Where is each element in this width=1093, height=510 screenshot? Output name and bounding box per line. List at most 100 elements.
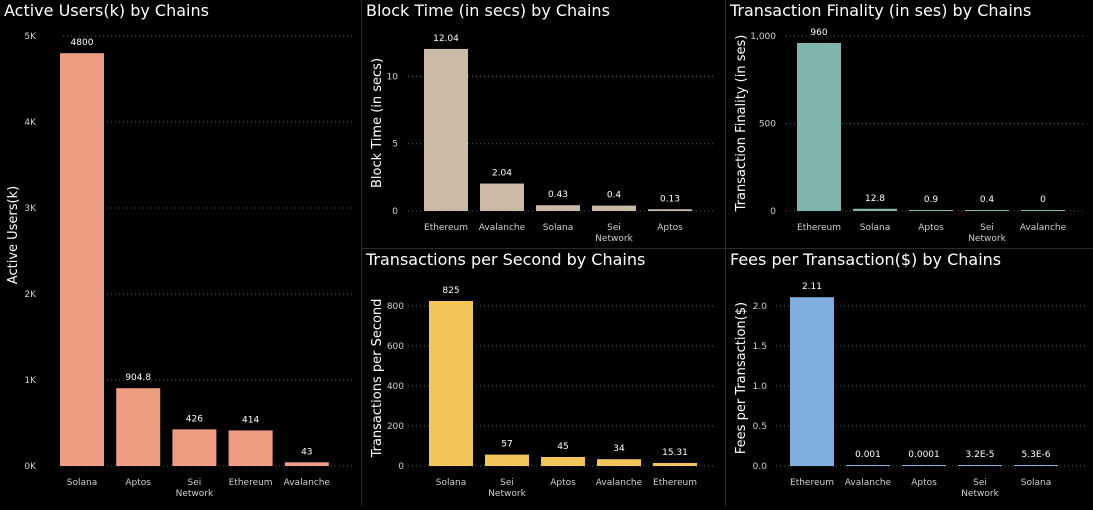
data-label: 2.11 xyxy=(802,282,822,292)
chart-title: Active Users(k) by Chains xyxy=(4,1,209,20)
y-tick-label: 0K xyxy=(24,462,37,472)
x-tick-label: Network xyxy=(176,489,214,499)
chart-title: Transactions per Second by Chains xyxy=(365,250,645,269)
y-tick-label: 1.5 xyxy=(753,342,767,352)
bar-solana xyxy=(1014,465,1058,466)
bar-sei-network xyxy=(485,454,529,466)
chart-title: Transaction Finality (in ses) by Chains xyxy=(729,1,1031,20)
bar-aptos xyxy=(902,465,946,466)
x-tick-label: Solana xyxy=(860,223,890,233)
vertical-divider-left xyxy=(361,0,362,506)
bar-solana xyxy=(60,53,104,466)
x-tick-label: Ethereum xyxy=(653,478,697,488)
y-tick-label: 2.0 xyxy=(753,302,768,312)
y-tick-label: 200 xyxy=(387,422,404,432)
bar-aptos xyxy=(909,210,953,211)
x-tick-label: Sei xyxy=(980,223,994,233)
data-label: 12.8 xyxy=(865,194,885,204)
bar-solana xyxy=(429,301,473,466)
y-tick-label: 5K xyxy=(24,32,37,42)
bar-sei-network xyxy=(958,465,1002,466)
x-tick-label: Ethereum xyxy=(229,478,273,488)
bar-aptos xyxy=(116,388,161,466)
data-label: 825 xyxy=(442,286,459,296)
x-tick-label: Solana xyxy=(436,478,466,488)
chart-active-users: Active Users(k) by Chains 0K 1K 2K 3K 4K 5K Act… xyxy=(0,0,361,506)
x-tick-label: Network xyxy=(595,234,633,244)
chart-transactions-per-second: Transactions per Second by Chains 0 200 400… xyxy=(362,249,725,506)
data-label: 2.04 xyxy=(492,169,512,179)
bar-avalanche xyxy=(480,183,524,211)
x-tick-label: Aptos xyxy=(657,223,683,233)
chart-block-time-svg: Block Time (in secs) by Chains 0 5 10Block … xyxy=(366,1,716,244)
y-tick-label: 1.0 xyxy=(753,382,768,392)
y-tick-label: 0 xyxy=(392,207,398,217)
y-tick-label: 500 xyxy=(759,120,776,130)
bar-aptos xyxy=(541,457,585,466)
chart-title: Block Time (in secs) by Chains xyxy=(366,1,610,20)
bar-avalanche xyxy=(597,459,641,466)
x-tick-label: Aptos xyxy=(125,478,151,488)
x-tick-label: Network xyxy=(488,489,526,499)
x-tick-label: Network xyxy=(961,489,999,499)
data-label: 0 xyxy=(1040,195,1046,205)
x-tick-label: Aptos xyxy=(918,223,944,233)
data-label: 0.0001 xyxy=(908,450,940,460)
bar-ethereum xyxy=(653,462,697,466)
y-axis-label: Transaction Finality (in ses) xyxy=(734,35,749,213)
y-axis-label: Fees per Transaction($) xyxy=(734,302,749,454)
bar-sei-network xyxy=(965,210,1009,211)
y-tick-label: 0.5 xyxy=(753,422,767,432)
x-tick-label: Solana xyxy=(543,223,573,233)
data-label: 0.4 xyxy=(607,191,622,201)
vertical-divider-right xyxy=(725,0,726,506)
data-label: 12.04 xyxy=(433,34,459,44)
bar-aptos xyxy=(648,209,692,211)
x-tick-label: Avalanche xyxy=(1020,223,1067,233)
y-tick-label: 600 xyxy=(387,342,404,352)
data-label: 414 xyxy=(242,415,259,425)
bar-solana xyxy=(853,208,897,211)
chart-fees-per-transaction: Fees per Transaction($) by Chains 0.0 0.5 1… xyxy=(726,249,1093,506)
y-tick-label: 800 xyxy=(387,302,404,312)
data-label: 960 xyxy=(810,28,827,38)
data-label: 4800 xyxy=(71,38,94,48)
bar-ethereum xyxy=(228,430,273,466)
data-label: 3.2E-5 xyxy=(966,450,995,460)
y-axis-label: Block Time (in secs) xyxy=(370,58,385,188)
chart-block-time: Block Time (in secs) by Chains 0 5 10 Block … xyxy=(362,0,725,248)
x-tick-label: Network xyxy=(968,234,1006,244)
data-label: 904.8 xyxy=(125,373,151,383)
bar-avalanche xyxy=(1021,210,1065,211)
data-label: 57 xyxy=(501,440,512,450)
y-tick-label: 1K xyxy=(24,376,37,386)
x-tick-label: Ethereum xyxy=(424,223,468,233)
bar-sei-network xyxy=(172,429,217,466)
data-label: 426 xyxy=(186,414,203,424)
y-axis-label: Transactions per Second xyxy=(370,299,385,459)
x-tick-label: Sei xyxy=(973,478,987,488)
bar-solana xyxy=(536,205,580,211)
horizontal-divider xyxy=(362,248,1093,249)
data-label: 34 xyxy=(613,444,625,454)
chart-active-users-svg: Active Users(k) by Chains 0K 1K 2K 3K 4K 5K Act… xyxy=(4,1,352,499)
x-tick-label: Solana xyxy=(67,478,97,488)
y-tick-label: 5 xyxy=(392,140,398,150)
bar-avalanche xyxy=(284,462,329,466)
y-tick-label: 0 xyxy=(398,462,404,472)
y-tick-label: 4K xyxy=(24,118,37,128)
x-tick-label: Sei xyxy=(188,478,202,488)
x-tick-label: Avalanche xyxy=(845,478,892,488)
x-tick-label: Avalanche xyxy=(479,223,526,233)
data-label: 45 xyxy=(557,442,568,452)
bar-ethereum xyxy=(790,297,834,466)
y-tick-label: 0.0 xyxy=(753,462,768,472)
x-tick-label: Avalanche xyxy=(284,478,331,488)
x-tick-label: Ethereum xyxy=(797,223,841,233)
bar-avalanche xyxy=(846,465,890,466)
y-tick-label: 10 xyxy=(387,72,399,82)
x-tick-label: Sei xyxy=(607,223,621,233)
x-tick-label: Aptos xyxy=(550,478,576,488)
data-label: 0.43 xyxy=(548,190,568,200)
chart-fees-per-transaction-svg: Fees per Transaction($) by Chains 0.0 0.5 1… xyxy=(730,250,1085,499)
